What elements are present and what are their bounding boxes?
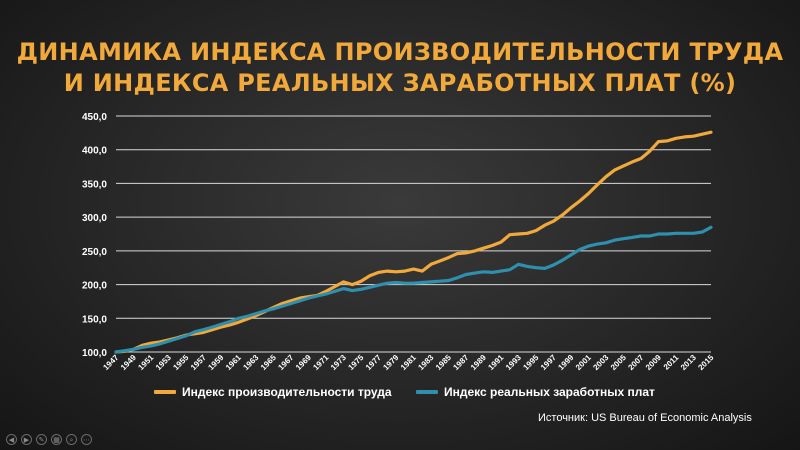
page-title: ДИНАМИКА ИНДЕКСА ПРОИЗВОДИТЕЛЬНОСТИ ТРУД… — [0, 37, 800, 99]
legend-item-productivity: Индекс производительности труда — [154, 385, 392, 399]
x-tick-label: 1967 — [276, 353, 295, 372]
x-tick-label: 1989 — [469, 353, 488, 372]
x-tick-label: 2005 — [609, 353, 628, 372]
x-tick-label: 1993 — [504, 353, 523, 372]
series-line-wages — [114, 225, 713, 354]
y-tick-label: 150,0 — [82, 314, 107, 325]
y-tick-label: 400,0 — [82, 146, 107, 157]
slides-icon[interactable]: ▦ — [51, 434, 62, 445]
x-tick-label: 2011 — [662, 353, 681, 372]
x-tick-label: 1971 — [311, 353, 330, 372]
y-tick-label: 100,0 — [82, 348, 107, 359]
x-tick-label: 1991 — [486, 353, 505, 372]
legend-swatch-wages — [416, 390, 438, 394]
x-tick-label: 1979 — [381, 353, 400, 372]
x-tick-label: 1977 — [364, 353, 383, 372]
x-tick-label: 1963 — [241, 353, 260, 372]
x-tick-label: 1949 — [119, 353, 138, 372]
legend-item-wages: Индекс реальных заработных плат — [416, 385, 655, 399]
y-tick-label: 200,0 — [82, 281, 107, 292]
x-tick-label: 1961 — [224, 353, 243, 372]
x-tick-label: 1955 — [171, 353, 190, 372]
x-tick-label: 1953 — [154, 353, 173, 372]
x-tick-label: 2013 — [679, 353, 698, 372]
x-tick-label: 1997 — [539, 353, 558, 372]
source-note: Источник: US Bureau of Economic Analysis — [538, 412, 752, 424]
next-icon[interactable]: ▶ — [21, 434, 32, 445]
x-tick-label: 2015 — [696, 353, 715, 372]
x-tick-label: 1957 — [189, 353, 208, 372]
title-line-1: ДИНАМИКА ИНДЕКСА ПРОИЗВОДИТЕЛЬНОСТИ ТРУД… — [16, 38, 784, 66]
x-tick-label: 1995 — [521, 353, 540, 372]
x-tick-label: 1975 — [346, 353, 365, 372]
x-tick-label: 2007 — [626, 353, 645, 372]
x-tick-label: 1987 — [451, 353, 470, 372]
slideshow-controls: ◀ ▶ ✎ ▦ ⌕ ⋯ — [6, 434, 92, 445]
y-tick-label: 350,0 — [82, 179, 107, 190]
x-tick-label: 1969 — [294, 353, 313, 372]
x-tick-label: 1981 — [399, 353, 418, 372]
y-tick-label: 450,0 — [82, 112, 107, 123]
x-tick-label: 1973 — [329, 353, 348, 372]
title-line-2: И ИНДЕКСА РЕАЛЬНЫХ ЗАРАБОТНЫХ ПЛАТ (%) — [63, 69, 737, 97]
x-tick-label: 1999 — [556, 353, 575, 372]
legend-label-wages: Индекс реальных заработных плат — [444, 385, 655, 399]
y-tick-label: 300,0 — [82, 213, 107, 224]
legend-label-productivity: Индекс производительности труда — [182, 385, 392, 399]
y-tick-label: 250,0 — [82, 247, 107, 258]
x-tick-label: 1951 — [136, 353, 155, 372]
zoom-icon[interactable]: ⌕ — [66, 434, 77, 445]
prev-icon[interactable]: ◀ — [6, 434, 17, 445]
pen-icon[interactable]: ✎ — [36, 434, 47, 445]
x-tick-label: 2003 — [591, 353, 610, 372]
chart-legend: Индекс производительности труда Индекс р… — [0, 385, 800, 405]
x-tick-label: 1983 — [416, 353, 435, 372]
x-tick-label: 2001 — [574, 353, 593, 372]
x-tick-label: 1965 — [259, 353, 278, 372]
series-line-productivity — [114, 130, 713, 354]
more-icon[interactable]: ⋯ — [81, 434, 92, 445]
x-tick-label: 1985 — [434, 353, 453, 372]
x-tick-label: 2009 — [644, 353, 663, 372]
legend-swatch-productivity — [154, 390, 176, 394]
x-tick-label: 1959 — [206, 353, 225, 372]
